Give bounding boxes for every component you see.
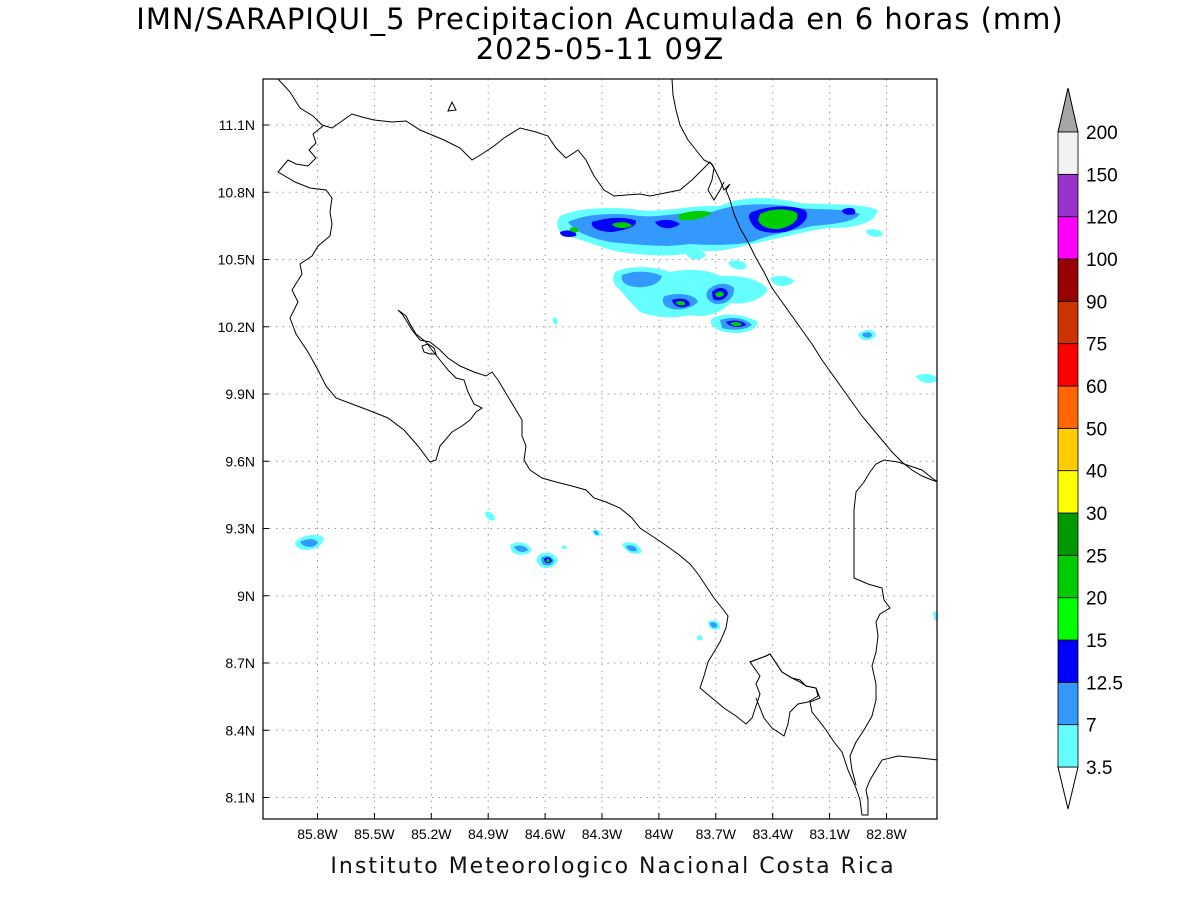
x-tick-label: 84.9W	[468, 826, 509, 842]
x-tick-label: 83.7W	[696, 826, 737, 842]
colorbar-under-triangle	[1057, 766, 1079, 810]
y-tick-label: 9.6N	[225, 453, 255, 469]
colorbar-swatch	[1057, 724, 1079, 768]
pacific-coast-guanacaste	[277, 125, 937, 816]
colorbar-level-label: 120	[1086, 208, 1118, 229]
colorbar-legend: 3.5 7 12.5 15 20 25 30 40 50 60 75 90 100 120 150 200	[1057, 87, 1123, 810]
x-tick-label: 83.4W	[752, 826, 793, 842]
y-tick-label: 8.1N	[225, 790, 255, 806]
nicoya-gulf-island	[421, 343, 437, 355]
y-tick-label: 10.5N	[218, 252, 255, 268]
y-tick-label: 10.8N	[218, 184, 255, 200]
colorbar-swatch	[1057, 639, 1079, 683]
colorbar-swatch	[1057, 173, 1079, 218]
osa-peninsula	[749, 653, 819, 737]
map-title: IMN/SARAPIQUI_5 Precipitacion Acumulada …	[136, 2, 1064, 36]
colorbar-swatch	[1057, 470, 1079, 514]
colorbar-swatch	[1057, 343, 1079, 387]
map-valid-time: 2025-05-11 09Z	[475, 32, 725, 66]
coastlines-borders	[277, 79, 937, 816]
x-tick-label: 85.2W	[411, 826, 452, 842]
graticule-grid	[263, 79, 937, 819]
caribbean-coast-costa-rica	[711, 163, 937, 483]
colorbar-swatch	[1057, 385, 1079, 429]
precipitation-field	[295, 198, 937, 641]
colorbar-level-label: 90	[1086, 292, 1107, 313]
map-frame	[262, 78, 938, 820]
colorbar-swatch	[1057, 427, 1079, 472]
x-tick-label: 83.1W	[809, 826, 850, 842]
x-tick-label: 85.5W	[354, 826, 395, 842]
precip-area-central	[613, 249, 794, 334]
x-tick-label: 82.8W	[866, 826, 907, 842]
latitude-axis: 11.1N 10.8N 10.5N 10.2N 9.9N 9.6N 9.3N 9N 8.7N 8.…	[218, 117, 269, 806]
y-tick-label: 8.7N	[225, 655, 255, 671]
x-tick-label: 84.3W	[582, 826, 623, 842]
panama-border	[849, 459, 937, 786]
colorbar-level-label: 12.5	[1086, 673, 1123, 694]
y-tick-label: 11.1N	[219, 117, 255, 133]
colorbar-level-label: 15	[1086, 631, 1107, 652]
y-tick-label: 10.2N	[218, 319, 255, 335]
precip-cells-scattered	[295, 317, 937, 641]
colorbar-swatch	[1057, 300, 1079, 345]
longitude-axis: 85.8W 85.5W 85.2W 84.9W 84.6W 84.3W 84W 83.7W 83…	[297, 813, 908, 842]
colorbar-swatch	[1057, 216, 1079, 260]
colorbar-over-triangle	[1057, 87, 1079, 133]
y-tick-label: 8.4N	[225, 722, 255, 738]
precip-area-north	[557, 198, 883, 256]
x-tick-label: 85.8W	[297, 826, 338, 842]
colorbar-level-label: 60	[1086, 377, 1107, 398]
colorbar-level-label: 30	[1086, 504, 1107, 525]
colorbar-swatch	[1057, 258, 1079, 302]
colorbar-level-label: 75	[1086, 335, 1107, 356]
footer-credit: Instituto Meteorologico Nacional Costa R…	[330, 854, 896, 879]
colorbar-swatch	[1057, 597, 1079, 641]
colorbar-level-label: 3.5	[1086, 758, 1112, 779]
colorbar-swatch	[1057, 554, 1079, 599]
colorbar-swatch	[1057, 512, 1079, 556]
colorbar-level-label: 50	[1086, 419, 1107, 440]
x-tick-label: 84.6W	[525, 826, 566, 842]
colorbar-level-label: 20	[1086, 589, 1107, 610]
colorbar-level-label: 150	[1086, 165, 1118, 186]
y-tick-label: 9N	[237, 588, 255, 604]
lake-island	[447, 100, 457, 112]
colorbar-swatch	[1057, 131, 1079, 175]
colorbar-level-label: 100	[1086, 250, 1118, 271]
colorbar-level-label: 200	[1086, 123, 1118, 144]
x-tick-label: 84W	[645, 826, 675, 842]
colorbar-swatch	[1057, 681, 1079, 726]
y-tick-label: 9.3N	[225, 521, 255, 537]
y-tick-label: 9.9N	[225, 386, 255, 402]
colorbar-level-label: 7	[1086, 716, 1097, 737]
colorbar-level-label: 25	[1086, 546, 1107, 567]
colorbar-level-label: 40	[1086, 462, 1107, 483]
nicaragua-caribbean-coast	[671, 79, 713, 165]
nicaragua-border-lake-shore	[277, 79, 725, 201]
